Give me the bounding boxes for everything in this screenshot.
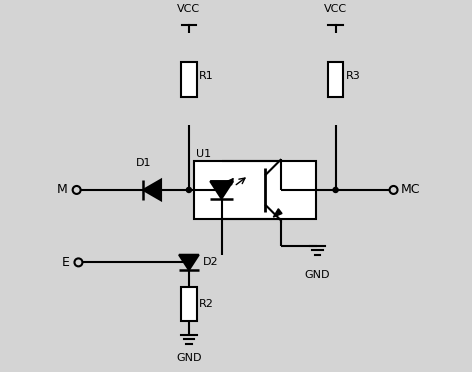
Circle shape xyxy=(186,187,192,192)
Text: D2: D2 xyxy=(202,257,218,267)
Bar xyxy=(181,287,196,321)
Text: R1: R1 xyxy=(199,71,214,81)
Bar xyxy=(328,62,343,97)
Polygon shape xyxy=(143,180,161,200)
Text: E: E xyxy=(61,256,69,269)
Text: MC: MC xyxy=(401,183,420,196)
Bar xyxy=(181,62,196,97)
Text: R2: R2 xyxy=(199,299,214,309)
Text: GND: GND xyxy=(305,270,330,280)
Text: VCC: VCC xyxy=(324,4,347,14)
Text: D1: D1 xyxy=(136,158,152,168)
Polygon shape xyxy=(273,209,282,217)
Text: VCC: VCC xyxy=(177,4,201,14)
Polygon shape xyxy=(210,181,233,199)
Text: M: M xyxy=(57,183,67,196)
Text: GND: GND xyxy=(176,353,202,363)
Circle shape xyxy=(333,187,338,192)
Polygon shape xyxy=(179,255,199,270)
Text: U1: U1 xyxy=(196,149,211,159)
Bar xyxy=(194,161,316,219)
Text: R3: R3 xyxy=(346,71,361,81)
